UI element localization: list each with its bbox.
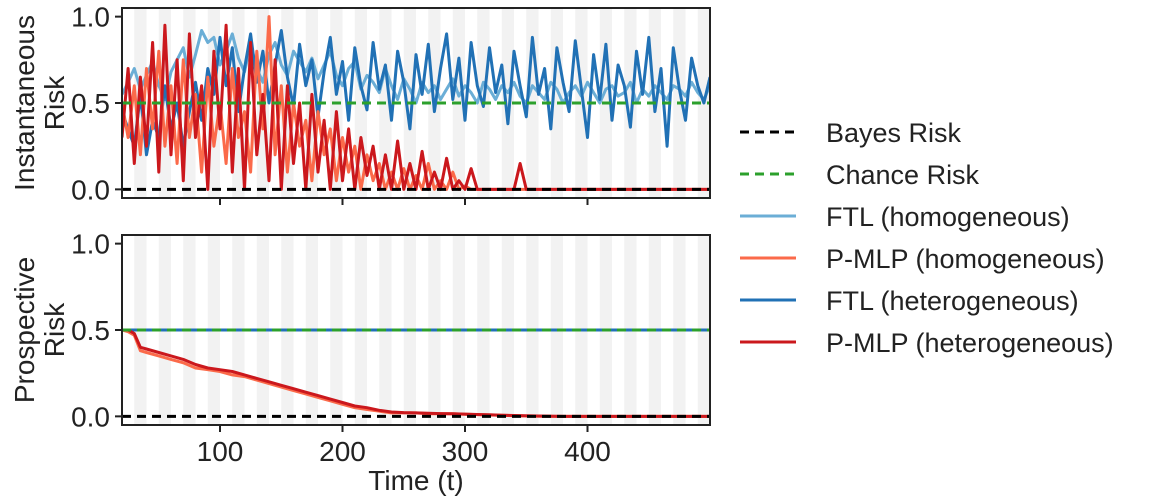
series-ftl-heterogeneous — [122, 29, 710, 157]
legend-label: Bayes Risk — [826, 118, 962, 148]
y-axis-label: ProspectiveRisk — [9, 257, 70, 403]
legend-label: P-MLP (heterogeneous) — [826, 328, 1114, 358]
legend-item-chance-risk: Chance Risk — [740, 160, 980, 190]
legend-label: FTL (heterogeneous) — [826, 286, 1079, 316]
legend-label: FTL (homogeneous) — [826, 202, 1070, 232]
legend-item-ftl-heterogeneous: FTL (heterogeneous) — [740, 286, 1079, 316]
background-band — [501, 8, 514, 198]
y-tick-label: 0.0 — [71, 401, 110, 432]
series-group — [122, 328, 710, 418]
legend-label: Chance Risk — [826, 160, 980, 190]
x-tick-label: 100 — [197, 436, 244, 467]
legend-item-ftl-homogeneous: FTL (homogeneous) — [740, 202, 1070, 232]
y-tick-label: 0.5 — [71, 315, 110, 346]
legend-item-p-mlp-homogeneous: P-MLP (homogeneous) — [740, 244, 1105, 274]
background-band — [550, 8, 563, 198]
background-band — [624, 8, 637, 198]
x-tick-label: 200 — [319, 436, 366, 467]
legend-item-bayes-risk: Bayes Risk — [740, 118, 962, 148]
legend-label: P-MLP (homogeneous) — [826, 244, 1105, 274]
legend: Bayes Risk Chance Risk FTL (homogeneous) P-… — [740, 118, 1114, 358]
x-axis-label: Time (t) — [368, 465, 463, 496]
background-bands — [134, 235, 710, 425]
x-tick-label: 300 — [442, 436, 489, 467]
prospective-risk-panel: 0.0 0.5 1.0 100 200 300 400 ProspectiveRisk Time… — [9, 229, 711, 496]
y-tick-label: 0.5 — [71, 88, 110, 119]
y-tick-label: 1.0 — [71, 229, 110, 260]
background-band — [158, 8, 171, 198]
legend-item-p-mlp-heterogeneous: P-MLP (heterogeneous) — [740, 328, 1114, 358]
y-tick-label: 0.0 — [71, 174, 110, 205]
x-tick-label: 400 — [564, 436, 611, 467]
y-tick-label: 1.0 — [71, 2, 110, 33]
y-axis-label: InstantaneousRisk — [9, 15, 70, 191]
series-group — [122, 15, 710, 191]
